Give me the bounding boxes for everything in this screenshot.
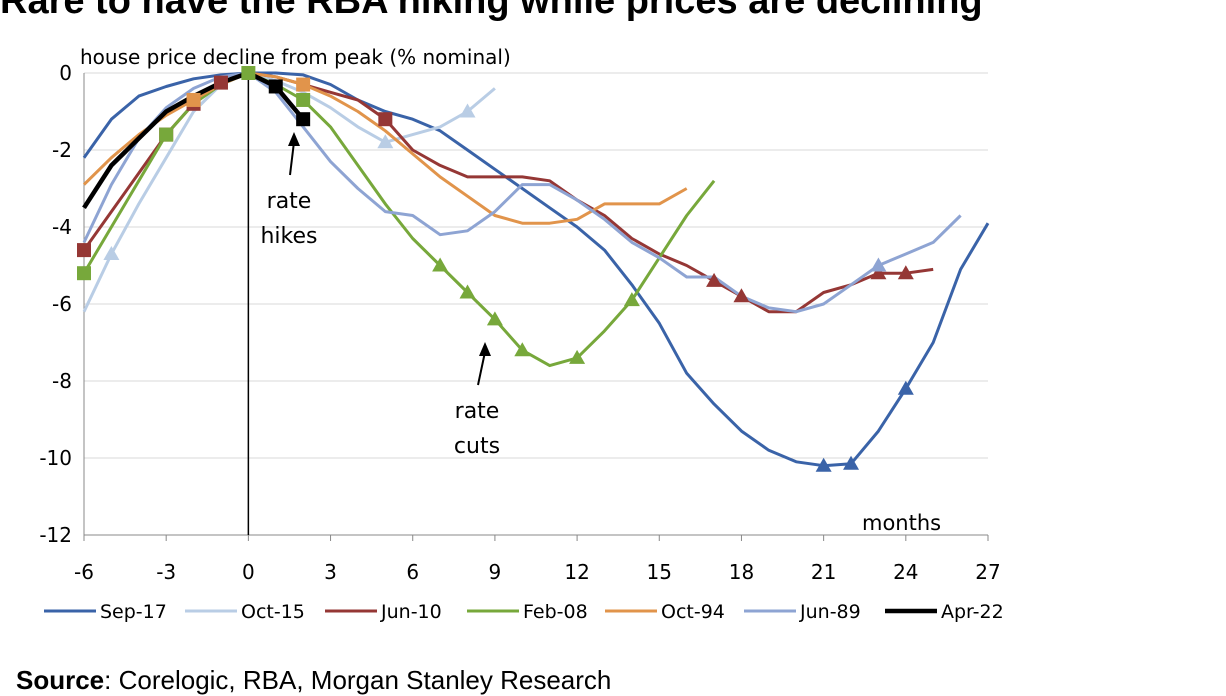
annotation-text: hikes: [260, 224, 317, 249]
triangle-marker: [486, 311, 503, 326]
source-note: Source: Corelogic, RBA, Morgan Stanley R…: [16, 665, 611, 696]
x-tick-label: 15: [647, 560, 672, 584]
x-tick-label: 21: [811, 560, 836, 584]
y-tick-label: -12: [39, 523, 72, 547]
triangle-marker: [377, 134, 394, 149]
legend-label: Oct-94: [661, 601, 725, 623]
markers-layer: [77, 66, 914, 472]
legend-label: Sep-17: [100, 601, 167, 623]
annotation-arrowhead: [288, 132, 300, 146]
triangle-marker: [514, 342, 531, 357]
x-tick-label: 3: [324, 560, 337, 584]
annotation-arrow: [477, 351, 486, 386]
legend-label: Apr-22: [941, 601, 1004, 623]
triangle-marker: [870, 257, 887, 272]
y-tick-label: -4: [52, 215, 72, 239]
series-layer: [82, 70, 990, 468]
x-tick-label: 6: [406, 560, 419, 584]
annotation-text: cuts: [454, 434, 500, 459]
triangle-marker: [569, 349, 586, 364]
triangle-marker: [623, 292, 640, 307]
annotation-text: rate: [455, 399, 500, 424]
square-marker: [213, 75, 228, 90]
y-tick-label: -8: [52, 369, 72, 393]
square-marker: [186, 92, 201, 107]
square-marker: [159, 127, 174, 142]
annotation-arrowhead: [479, 342, 491, 356]
triangle-marker: [897, 265, 914, 280]
legend-label: Feb-08: [523, 601, 588, 623]
triangle-marker: [706, 272, 723, 287]
series-line-oct-94: [82, 71, 688, 225]
annotations: rate hikes rate cuts: [260, 132, 500, 459]
triangle-marker: [843, 455, 860, 470]
x-tick-label: 12: [564, 560, 589, 584]
triangle-marker: [897, 380, 914, 395]
axes: [83, 73, 989, 541]
x-tick-label: 27: [975, 560, 1000, 584]
square-marker: [241, 66, 256, 80]
square-marker: [378, 112, 393, 127]
x-axis-label: months: [862, 511, 941, 535]
triangle-marker: [459, 284, 476, 299]
tick-labels: 0-2-4-6-8-10-12-6 -3 0 3 6 9 12 15 18 21 24 27: [39, 61, 1000, 584]
series-line-jun-10: [82, 71, 934, 314]
square-marker: [268, 79, 283, 94]
legend-label: Oct-15: [241, 601, 305, 623]
x-tick-label: 18: [729, 560, 754, 584]
line-chart: 0-2-4-6-8-10-12-6 -3 0 3 6 9 12 15 18 21 24 27 hous…: [39, 45, 1004, 623]
source-text: : Corelogic, RBA, Morgan Stanley Researc…: [104, 665, 612, 695]
series-line-sep-17: [82, 71, 990, 468]
x-tick-label: 24: [893, 560, 918, 584]
annotation-arrow: [289, 141, 295, 176]
y-tick-label: -10: [39, 446, 72, 470]
source-label: Source: [16, 665, 105, 695]
triangle-marker: [733, 288, 750, 303]
square-marker: [77, 266, 91, 281]
y-tick-label: -2: [52, 138, 72, 162]
x-tick-label: 9: [489, 560, 502, 584]
annotation-text: rate: [267, 189, 312, 214]
square-marker: [296, 92, 311, 107]
triangle-marker: [103, 245, 120, 260]
y-tick-label: -6: [52, 292, 72, 316]
square-marker: [296, 77, 311, 92]
page-title: Rare to have the RBA hiking while prices…: [0, 0, 983, 22]
x-tick-label: 0: [242, 560, 255, 584]
x-tick-label: -6: [74, 560, 94, 584]
series-line-jun-89: [82, 71, 962, 314]
square-marker: [296, 112, 311, 127]
legend-label: Jun-89: [799, 601, 861, 623]
series-line-oct-15: [82, 71, 496, 313]
y-axis-label: house price decline from peak (% nominal…: [80, 45, 511, 69]
legend-label: Jun-10: [380, 601, 442, 623]
triangle-marker: [870, 265, 887, 280]
legend: Sep-17 Oct-15 Jun-10 Feb-08 Oct-94 Jun-89 Apr-…: [44, 601, 1004, 623]
triangle-marker: [459, 103, 476, 118]
triangle-marker: [432, 257, 449, 272]
y-tick-label: 0: [59, 61, 72, 85]
x-tick-label: -3: [156, 560, 176, 584]
triangle-marker: [815, 457, 832, 472]
square-marker: [77, 243, 91, 258]
